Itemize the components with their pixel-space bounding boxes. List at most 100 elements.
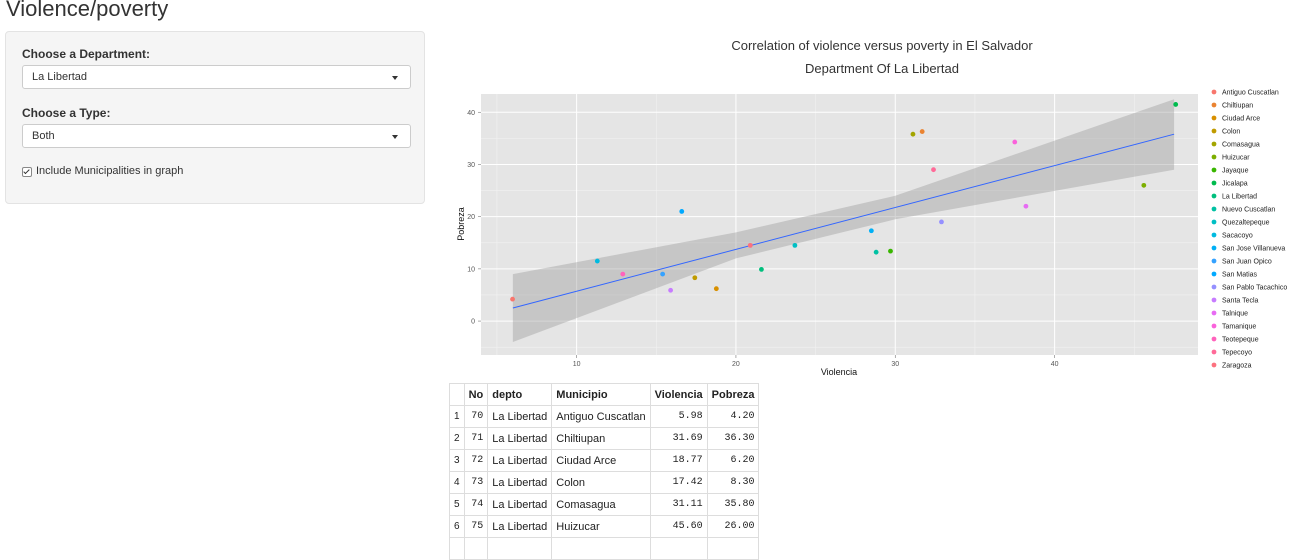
legend-key: [1211, 310, 1217, 316]
chart-subtitle: Department Of La Libertad: [805, 61, 959, 76]
data-point: [1012, 139, 1018, 145]
data-point: [792, 242, 798, 248]
table-cell: 70: [463, 405, 489, 428]
table-cell: 2: [449, 427, 465, 450]
table-row: 2 71 La Libertad Chiltiupan 31.69 36.30: [449, 427, 760, 450]
table-row: [449, 537, 760, 560]
legend-key: [1211, 154, 1217, 160]
y-tick-label: 30: [467, 162, 475, 169]
table-cell: 36.30: [706, 427, 760, 450]
chevron-down-icon: [392, 76, 398, 80]
include-municipalities-checkbox[interactable]: [22, 167, 32, 177]
legend-key: [1211, 115, 1217, 121]
legend-label: La Libertad: [1222, 194, 1257, 201]
y-axis-label: Pobreza: [456, 207, 466, 241]
legend-key: [1211, 245, 1217, 251]
legend-key: [1211, 336, 1217, 342]
table-cell: 72: [463, 449, 489, 472]
legend-label: San Jose Villanueva: [1222, 246, 1285, 253]
department-select-value: La Libertad: [32, 71, 88, 83]
legend-label: Sacacoyo: [1222, 233, 1253, 240]
legend-key: [1211, 271, 1217, 277]
table-cell: 6.20: [706, 449, 760, 472]
data-table: No depto Municipio Violencia Pobreza 1 70 La L…: [449, 383, 760, 560]
table-cell: Chiltiupan: [551, 427, 651, 450]
axis-ticks: 10 20 30 40 0 10 20 30 40: [467, 110, 1058, 368]
table-cell: [649, 537, 708, 560]
data-point: [679, 209, 685, 214]
table-cell: [551, 537, 651, 560]
y-tick-label: 10: [467, 266, 475, 273]
table-cell: 17.42: [649, 471, 708, 494]
table-cell: 3: [449, 449, 465, 472]
legend-key: [1211, 349, 1217, 355]
legend-label: San Juan Opico: [1222, 259, 1272, 266]
data-point: [1023, 203, 1029, 209]
legend-label: Jayaque: [1222, 168, 1249, 175]
confidence-band: [512, 99, 1175, 342]
type-label: Choose a Type:: [22, 106, 111, 120]
table-cell: 18.77: [649, 449, 708, 472]
legend-key: [1211, 102, 1217, 108]
table-header-cell[interactable]: No: [463, 383, 489, 406]
type-select-value: Both: [32, 130, 55, 142]
table-cell: La Libertad: [487, 471, 553, 494]
table-row: 5 74 La Libertad Comasagua 31.11 35.80: [449, 493, 760, 516]
plot-panel: [481, 94, 1198, 355]
table-header-cell[interactable]: Violencia: [649, 383, 708, 406]
table-cell: 1: [449, 405, 465, 428]
legend-label: Jicalapa: [1222, 181, 1248, 188]
department-select[interactable]: La Libertad: [22, 65, 411, 89]
table-cell: La Libertad: [487, 493, 553, 516]
table-cell: [463, 537, 489, 560]
data-point: [510, 296, 515, 302]
data-point: [1141, 182, 1147, 188]
table-header-cell[interactable]: [449, 383, 465, 406]
legend-label: Nuevo Cuscatlan: [1222, 207, 1275, 214]
table-cell: Antiguo Cuscatlan: [551, 405, 651, 428]
legend-key: [1211, 284, 1217, 290]
data-point: [931, 167, 936, 173]
legend-key: [1211, 167, 1217, 173]
legend-key: [1211, 362, 1217, 368]
y-tick-label: 40: [467, 110, 475, 117]
data-point: [660, 271, 666, 277]
regression-line-path: [512, 133, 1175, 309]
legend-label: Tamanique: [1222, 324, 1256, 331]
x-axis-label: Violencia: [821, 367, 857, 377]
chevron-down-icon: [392, 135, 398, 139]
legend-key: [1211, 323, 1217, 329]
legend-key: [1211, 258, 1217, 264]
legend-key: [1211, 128, 1217, 134]
table-cell: 5: [449, 493, 465, 516]
table-header-row: No depto Municipio Violencia Pobreza: [449, 383, 760, 406]
type-select[interactable]: Both: [22, 124, 411, 148]
table-row: 1 70 La Libertad Antiguo Cuscatlan 5.98 4.20: [449, 405, 760, 428]
x-tick-label: 10: [573, 361, 581, 368]
data-point: [747, 242, 753, 248]
legend-label: Huizucar: [1222, 155, 1250, 162]
table-header-cell[interactable]: Pobreza: [706, 383, 760, 406]
legend-label: Comasagua: [1222, 142, 1260, 149]
legend-label: San Matias: [1222, 272, 1258, 279]
table-cell: [449, 537, 465, 560]
table-cell: 35.80: [706, 493, 760, 516]
x-tick-label: 30: [891, 361, 899, 368]
table-header-cell[interactable]: Municipio: [551, 383, 651, 406]
table-cell: La Libertad: [487, 427, 553, 450]
table-cell: 31.11: [649, 493, 708, 516]
table-row: 4 73 La Libertad Colon 17.42 8.30: [449, 471, 760, 494]
legend-label: Teotepeque: [1222, 337, 1259, 344]
include-municipalities-label: Include Municipalities in graph: [36, 165, 184, 177]
table-cell: 74: [463, 493, 489, 516]
table-cell: La Libertad: [487, 405, 553, 428]
table-cell: La Libertad: [487, 515, 553, 538]
legend-key: [1211, 297, 1217, 303]
legend-key: [1211, 141, 1217, 147]
table-header-cell[interactable]: depto: [487, 383, 553, 406]
legend-label: Chiltiupan: [1222, 103, 1253, 110]
x-tick-label: 20: [732, 361, 740, 368]
legend-label: Talnique: [1222, 311, 1248, 318]
legend-label: Ciudad Arce: [1222, 116, 1260, 123]
table-cell: 75: [463, 515, 489, 538]
